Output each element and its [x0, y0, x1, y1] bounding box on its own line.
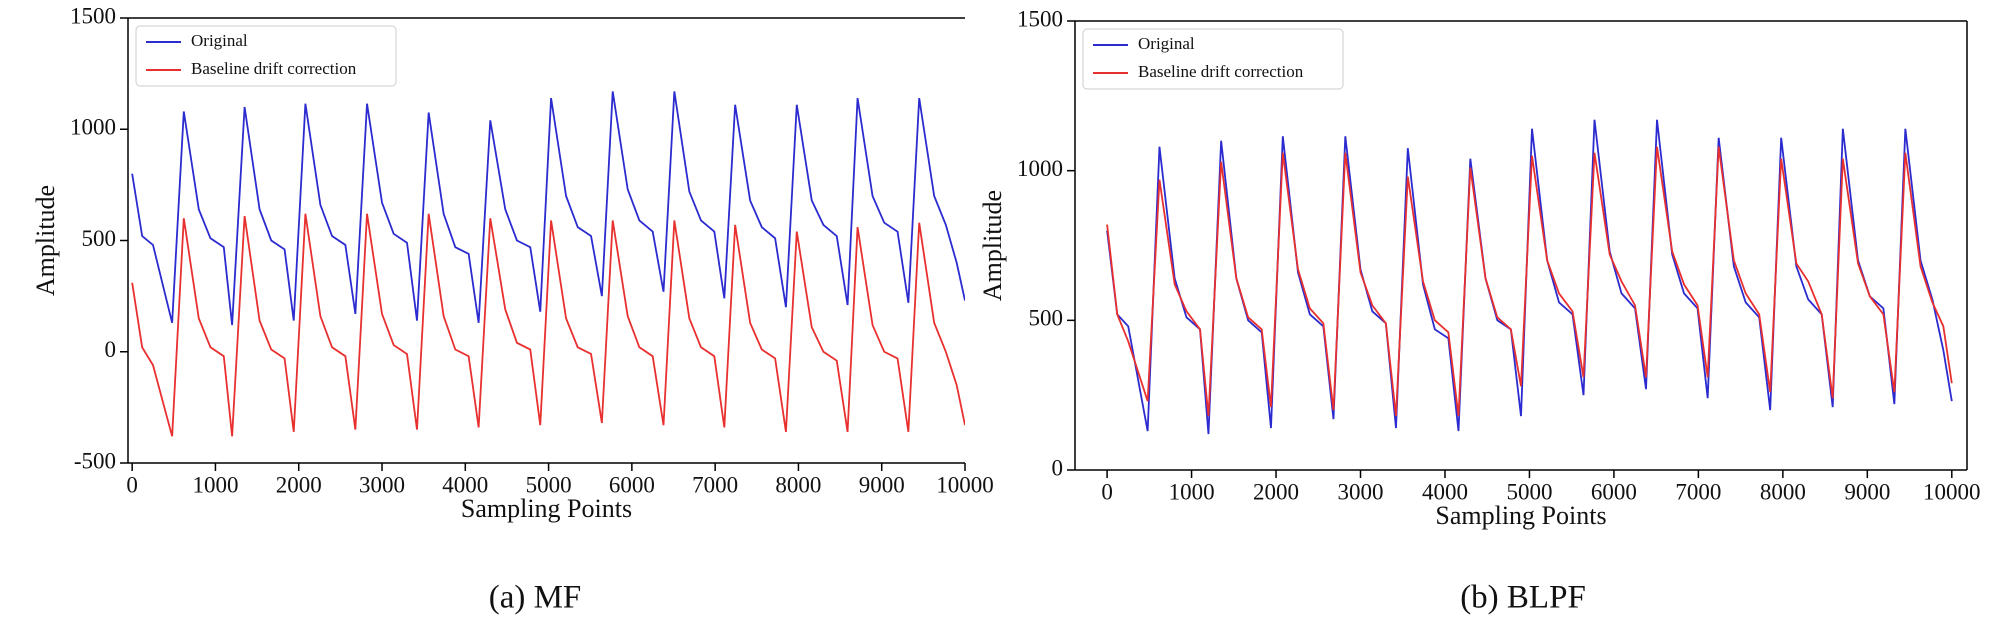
- legend-box: [135, 25, 397, 87]
- chart-caption: (a) MF: [489, 580, 582, 616]
- series-line: [131, 91, 965, 326]
- legend-label: Original: [1138, 34, 1195, 53]
- y-tick-label: 0: [105, 337, 117, 362]
- y-tick-label: 1000: [70, 115, 116, 140]
- x-tick-label: 7000: [692, 472, 738, 497]
- x-tick-label: 1000: [1169, 479, 1215, 504]
- x-tick-label: 8000: [1760, 479, 1806, 504]
- x-tick-label: 3000: [359, 472, 405, 497]
- y-tick-label: 1500: [70, 3, 116, 28]
- x-tick-label: 6000: [1591, 479, 1637, 504]
- legend-label: Baseline drift correction: [191, 59, 357, 78]
- x-tick-label: 2000: [1253, 479, 1299, 504]
- chart-caption: (b) BLPF: [1460, 580, 1586, 616]
- legend-box: [1082, 28, 1344, 90]
- series-line: [131, 213, 965, 437]
- y-axis-label: Amplitude: [978, 190, 1007, 301]
- x-tick-label: 5000: [526, 472, 572, 497]
- x-tick-label: 6000: [609, 472, 655, 497]
- x-tick-label: 9000: [859, 472, 905, 497]
- y-tick-label: -500: [74, 448, 116, 473]
- series-line: [1106, 119, 1953, 435]
- x-tick-label: 5000: [1506, 479, 1552, 504]
- y-tick-label: 0: [1052, 455, 1064, 480]
- x-tick-label: 4000: [1422, 479, 1468, 504]
- x-tick-label: 1000: [192, 472, 238, 497]
- series-line: [1106, 146, 1953, 417]
- x-tick-label: 4000: [442, 472, 488, 497]
- x-tick-label: 10000: [936, 472, 994, 497]
- y-tick-label: 1500: [1017, 6, 1063, 31]
- x-axis-label: Sampling Points: [461, 494, 632, 523]
- y-tick-label: 500: [1029, 306, 1064, 331]
- x-tick-label: 7000: [1675, 479, 1721, 504]
- x-tick-label: 10000: [1923, 479, 1981, 504]
- x-axis-label: Sampling Points: [1435, 501, 1606, 530]
- legend-label: Baseline drift correction: [1138, 62, 1304, 81]
- y-tick-label: 500: [82, 226, 117, 251]
- y-tick-label: 1000: [1017, 156, 1063, 181]
- x-tick-label: 2000: [276, 472, 322, 497]
- x-tick-label: 0: [1101, 479, 1113, 504]
- x-tick-label: 9000: [1844, 479, 1890, 504]
- x-tick-label: 0: [126, 472, 138, 497]
- x-tick-label: 3000: [1338, 479, 1384, 504]
- y-axis-label: Amplitude: [31, 185, 60, 296]
- x-tick-label: 8000: [775, 472, 821, 497]
- legend-label: Original: [191, 31, 248, 50]
